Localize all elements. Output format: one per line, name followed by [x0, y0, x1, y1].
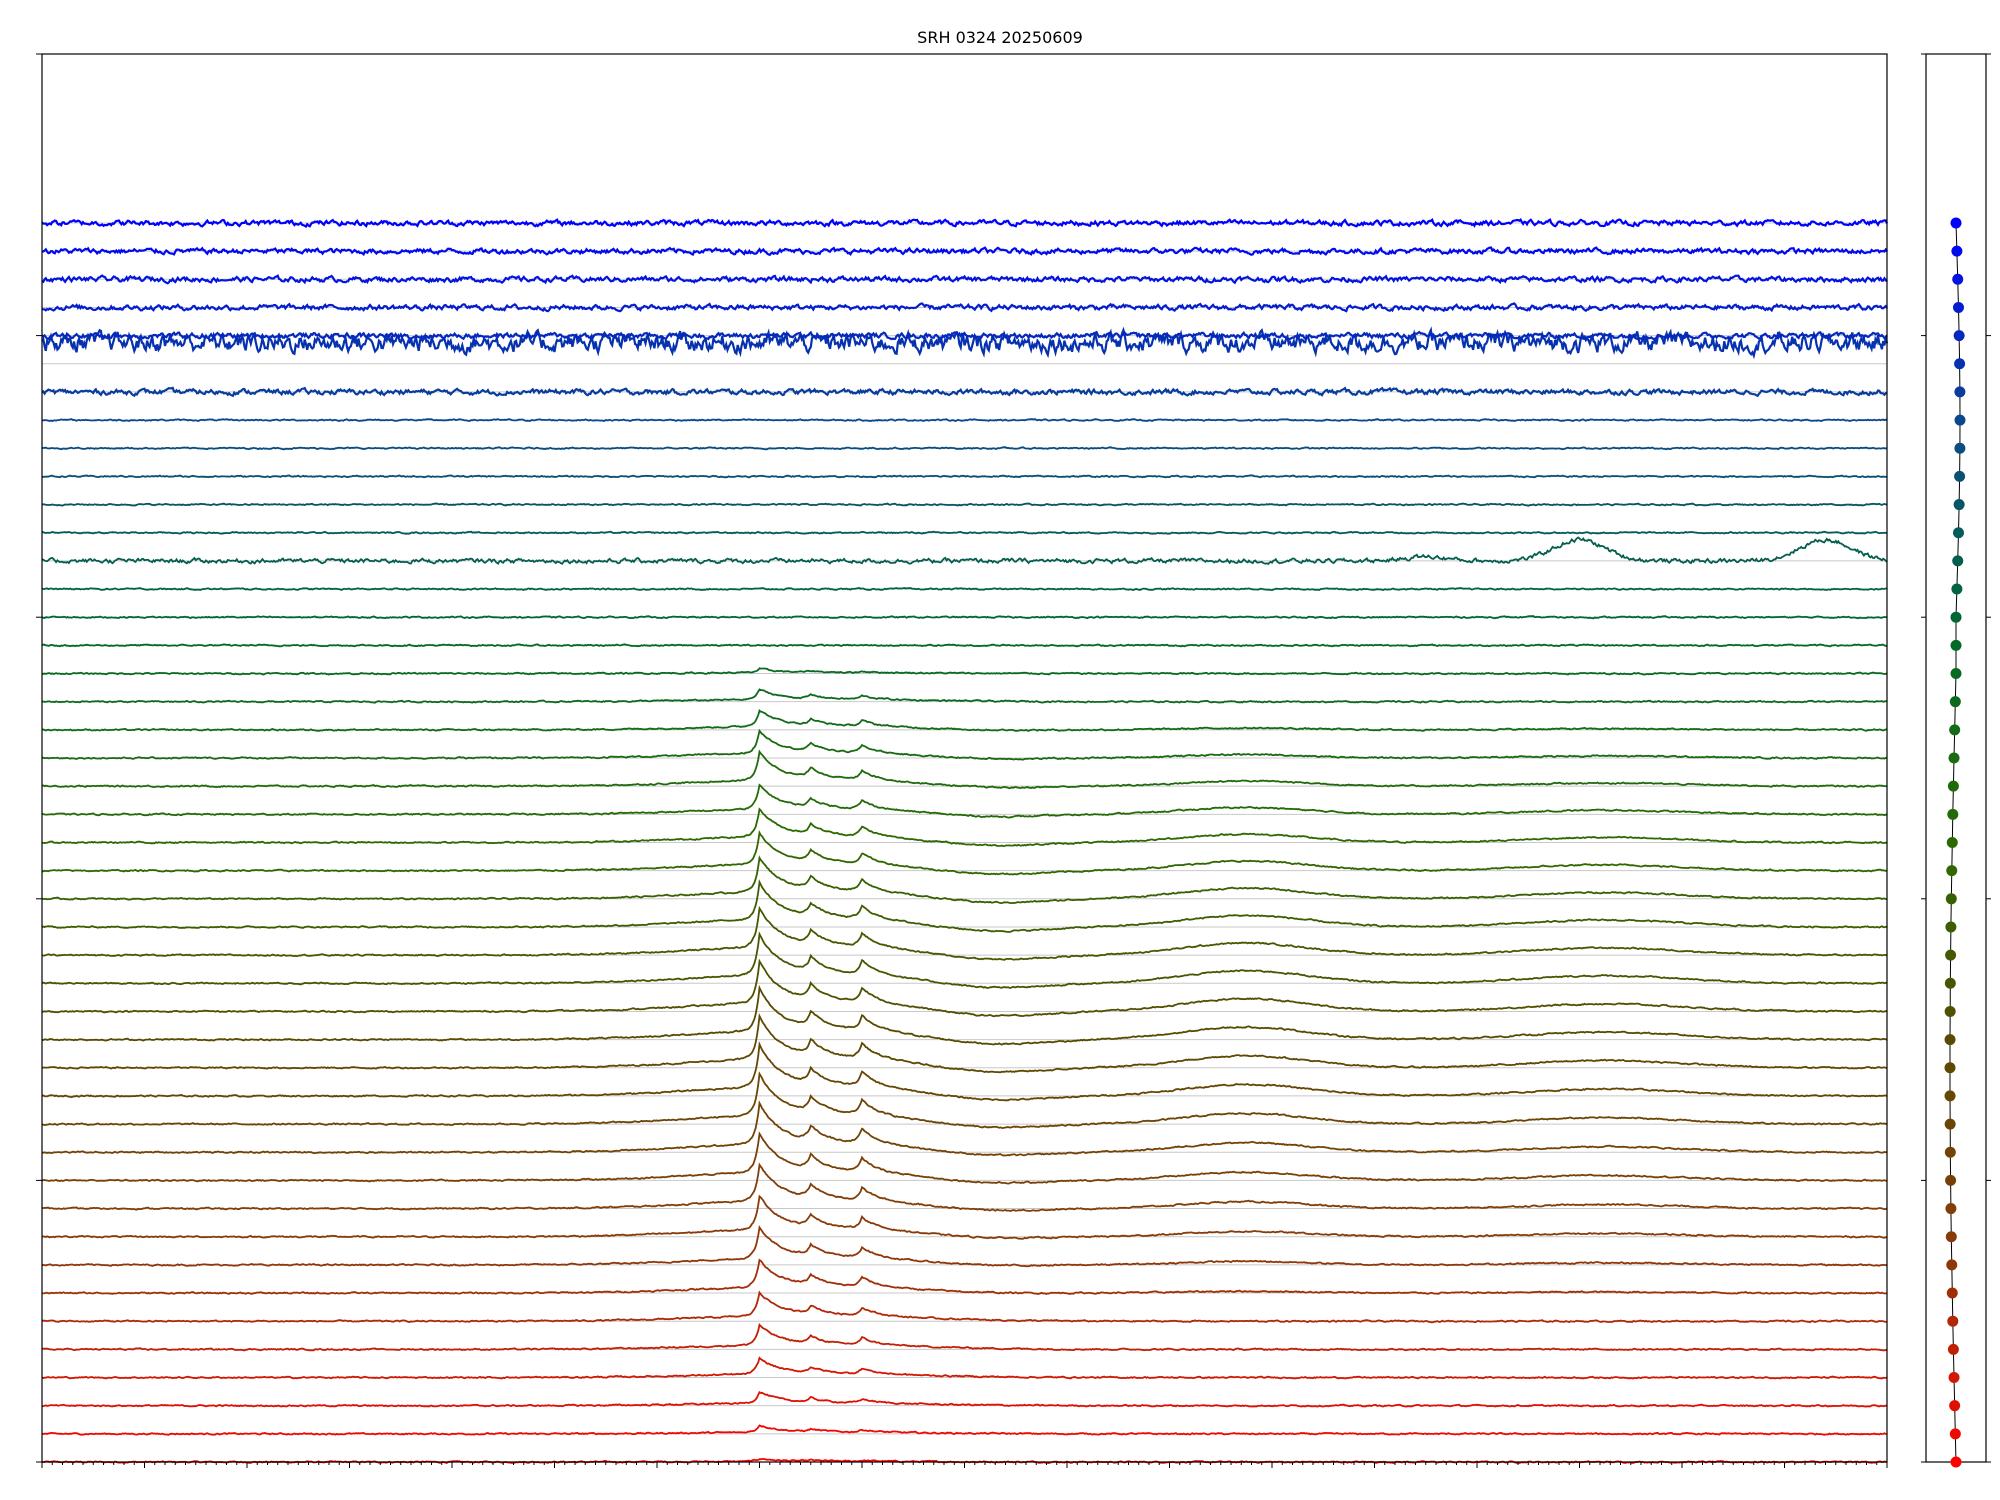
series-line — [41, 1013, 1888, 1074]
series-line — [41, 386, 1888, 398]
side-dot — [1954, 414, 1966, 426]
series-line — [41, 958, 1888, 1018]
series-line — [41, 728, 1887, 761]
series-line — [41, 246, 1888, 257]
series-line — [41, 615, 1888, 620]
side-dot — [1953, 499, 1965, 511]
side-plot — [1921, 53, 1991, 1468]
side-dot — [1952, 301, 1964, 313]
series-line — [41, 1258, 1887, 1295]
side-dot — [1953, 330, 1965, 342]
series-line — [41, 709, 1888, 732]
series-line — [41, 688, 1887, 704]
side-dot — [1947, 1315, 1959, 1327]
series-line — [42, 807, 1887, 848]
series-line — [41, 536, 1888, 566]
side-dot — [1950, 1456, 1962, 1468]
side-dot — [1945, 921, 1957, 933]
series-line — [41, 330, 1888, 341]
series-lines — [41, 217, 1889, 1465]
series-line — [41, 530, 1888, 535]
series-line — [41, 879, 1887, 933]
side-dot — [1945, 1203, 1957, 1215]
series-line — [41, 1290, 1888, 1324]
side-dot — [1948, 752, 1960, 764]
series-line — [41, 1162, 1888, 1212]
series-line — [42, 1390, 1888, 1408]
series-line — [41, 1424, 1888, 1436]
side-dot — [1944, 1034, 1956, 1046]
series-line — [41, 418, 1888, 422]
side-dot — [1947, 780, 1959, 792]
series-line — [41, 783, 1888, 819]
side-dot — [1949, 1400, 1961, 1412]
series-line — [41, 1100, 1888, 1157]
side-dot — [1950, 217, 1962, 229]
series-line — [41, 855, 1888, 905]
series-line — [41, 1040, 1888, 1102]
side-dot — [1952, 555, 1964, 567]
series-line — [41, 1131, 1888, 1185]
series-line — [41, 1194, 1888, 1240]
series-line — [41, 905, 1888, 961]
side-dot — [1946, 836, 1958, 848]
side-dot — [1950, 639, 1962, 651]
side-dot — [1948, 1372, 1960, 1384]
side-dot — [1946, 1287, 1958, 1299]
side-dots — [1944, 217, 1966, 1468]
side-dot — [1949, 1428, 1961, 1440]
side-dot — [1944, 1005, 1956, 1017]
series-line — [41, 643, 1888, 648]
side-ticks — [1921, 53, 1991, 1463]
side-dot — [1944, 1062, 1956, 1074]
side-dot — [1950, 611, 1962, 623]
series-line — [41, 1071, 1888, 1130]
side-dot — [1949, 696, 1961, 708]
y-axis — [36, 53, 42, 1463]
main-plot — [36, 53, 1889, 1468]
side-dot — [1950, 668, 1962, 680]
side-dot — [1951, 245, 1963, 257]
side-dot — [1945, 1174, 1957, 1186]
series-line — [41, 931, 1888, 990]
side-dot — [1944, 977, 1956, 989]
side-dot — [1945, 893, 1957, 905]
series-line — [41, 502, 1888, 507]
series-line — [41, 446, 1888, 451]
series-line — [41, 749, 1887, 790]
side-dot — [1954, 386, 1966, 398]
series-line — [41, 1323, 1888, 1352]
x-axis — [41, 1462, 1888, 1468]
side-dot — [1954, 470, 1966, 482]
series-line — [41, 302, 1888, 313]
side-dot — [1944, 1146, 1956, 1158]
series-line — [41, 474, 1888, 479]
side-dot — [1954, 358, 1966, 370]
series-line — [41, 1224, 1887, 1268]
series-line — [42, 587, 1887, 592]
side-dot — [1947, 808, 1959, 820]
side-dot — [1952, 273, 1964, 285]
side-dot — [1945, 1231, 1957, 1243]
side-dot — [1946, 865, 1958, 877]
side-dot — [1945, 949, 1957, 961]
side-dot — [1944, 1118, 1956, 1130]
chart-title: SRH 0324 20250609 — [917, 28, 1083, 47]
side-dot — [1947, 1343, 1959, 1355]
series-line — [41, 274, 1888, 285]
side-dot — [1949, 724, 1961, 736]
side-dot — [1946, 1259, 1958, 1271]
series-line — [41, 217, 1889, 229]
series-line — [41, 984, 1888, 1046]
series-line — [41, 1356, 1888, 1380]
side-dot — [1954, 442, 1966, 454]
series-line — [41, 667, 1888, 676]
side-dot — [1944, 1090, 1956, 1102]
series-line — [41, 326, 1889, 360]
side-dot — [1951, 583, 1963, 595]
series-line — [41, 830, 1888, 876]
side-dot — [1952, 527, 1964, 539]
